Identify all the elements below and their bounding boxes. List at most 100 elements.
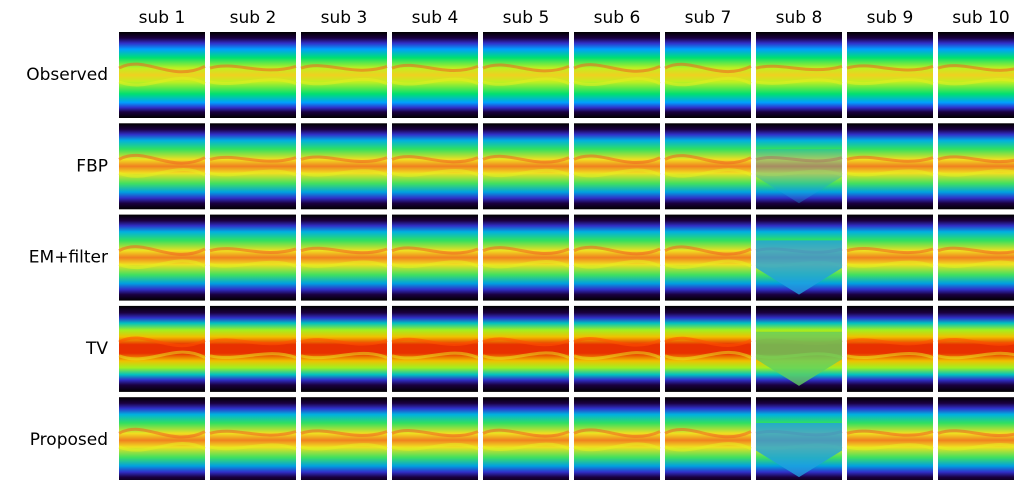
sinogram-image — [119, 306, 205, 392]
image-background — [938, 215, 1014, 301]
sinogram-image — [483, 397, 569, 480]
sinogram-image — [847, 215, 933, 301]
sinogram-image — [756, 306, 842, 392]
sinogram-image — [210, 123, 296, 209]
image-background — [847, 215, 933, 301]
image-background — [847, 123, 933, 209]
image-background — [210, 306, 296, 392]
sinogram-image — [847, 32, 933, 118]
image-background — [301, 215, 387, 301]
column-label: sub 7 — [685, 8, 732, 28]
image-background — [574, 306, 660, 392]
column-label: sub 8 — [776, 8, 823, 28]
sinogram-image — [574, 32, 660, 118]
row-label: FBP — [76, 156, 108, 176]
image-background — [119, 215, 205, 301]
sinogram-image — [483, 215, 569, 301]
sinogram-image — [392, 397, 478, 480]
sinogram-image — [119, 215, 205, 301]
column-label: sub 5 — [503, 8, 550, 28]
sinogram-image — [665, 215, 751, 301]
row-label: TV — [85, 339, 108, 359]
sinogram-image — [665, 397, 751, 480]
sinogram-image — [119, 32, 205, 118]
image-background — [938, 397, 1014, 480]
column-label: sub 6 — [594, 8, 641, 28]
sinogram-image — [574, 397, 660, 480]
image-background — [392, 215, 478, 301]
sinogram-image — [392, 32, 478, 118]
column-label: sub 10 — [952, 8, 1009, 28]
sinogram-image — [574, 306, 660, 392]
sinogram-image — [301, 397, 387, 480]
image-background — [210, 32, 296, 118]
sinogram-image — [483, 32, 569, 118]
image-background — [301, 397, 387, 480]
image-background — [392, 32, 478, 118]
sinogram-image — [756, 397, 842, 480]
column-label: sub 1 — [139, 8, 186, 28]
image-background — [847, 397, 933, 480]
sinogram-image — [665, 32, 751, 118]
sinogram-image — [847, 123, 933, 209]
sinogram-image — [938, 123, 1014, 209]
sinogram-image — [756, 215, 842, 301]
image-background — [847, 306, 933, 392]
image-background — [119, 32, 205, 118]
row-label: EM+filter — [29, 248, 108, 268]
image-background — [938, 306, 1014, 392]
sinogram-image — [392, 215, 478, 301]
image-background — [574, 215, 660, 301]
image-background — [665, 215, 751, 301]
sinogram-image — [938, 397, 1014, 480]
image-background — [210, 397, 296, 480]
sinogram-image — [665, 123, 751, 209]
sinogram-image — [483, 123, 569, 209]
sinogram-image — [483, 306, 569, 392]
image-background — [574, 123, 660, 209]
image-background — [392, 123, 478, 209]
sinogram-image — [938, 215, 1014, 301]
image-background — [483, 123, 569, 209]
image-background — [574, 32, 660, 118]
image-background — [938, 32, 1014, 118]
image-background — [392, 397, 478, 480]
image-background — [483, 215, 569, 301]
column-label: sub 4 — [412, 8, 459, 28]
image-background — [665, 306, 751, 392]
sinogram-image — [847, 306, 933, 392]
sinogram-image — [210, 32, 296, 118]
sinogram-image — [574, 215, 660, 301]
row-label: Observed — [26, 65, 108, 85]
sinogram-image — [392, 123, 478, 209]
sinogram-image — [938, 32, 1014, 118]
image-background — [665, 32, 751, 118]
image-background — [756, 32, 842, 118]
sinogram-image — [119, 123, 205, 209]
sinogram-image — [301, 123, 387, 209]
sinogram-image — [574, 123, 660, 209]
image-background — [119, 306, 205, 392]
row-label: Proposed — [30, 430, 108, 450]
sinogram-image — [756, 123, 842, 209]
image-background — [938, 123, 1014, 209]
sinogram-image — [210, 215, 296, 301]
sinogram-image — [938, 306, 1014, 392]
sinogram-image — [847, 397, 933, 480]
image-background — [665, 397, 751, 480]
column-label: sub 3 — [321, 8, 368, 28]
image-background — [301, 123, 387, 209]
sinogram-image — [301, 32, 387, 118]
image-background — [483, 32, 569, 118]
sinogram-image — [119, 397, 205, 480]
sinogram-image — [665, 306, 751, 392]
image-background — [483, 397, 569, 480]
image-background — [301, 306, 387, 392]
image-background — [392, 306, 478, 392]
image-background — [301, 32, 387, 118]
image-background — [210, 215, 296, 301]
sinogram-image — [210, 306, 296, 392]
image-background — [119, 397, 205, 480]
sinogram-image — [301, 215, 387, 301]
column-label: sub 9 — [867, 8, 914, 28]
